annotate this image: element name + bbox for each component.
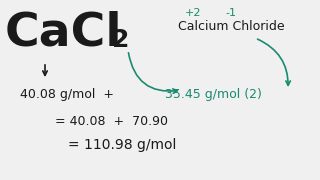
Text: Calcium Chloride: Calcium Chloride: [178, 20, 284, 33]
Text: +2: +2: [185, 8, 202, 18]
Text: = 40.08  +  70.90: = 40.08 + 70.90: [55, 115, 168, 128]
Text: CaCl: CaCl: [5, 10, 123, 55]
Text: -1: -1: [225, 8, 236, 18]
Text: 35.45 g/mol (2): 35.45 g/mol (2): [165, 88, 262, 101]
Text: 40.08 g/mol  +: 40.08 g/mol +: [20, 88, 122, 101]
Text: = 110.98 g/mol: = 110.98 g/mol: [68, 138, 176, 152]
Text: 2: 2: [112, 28, 129, 52]
